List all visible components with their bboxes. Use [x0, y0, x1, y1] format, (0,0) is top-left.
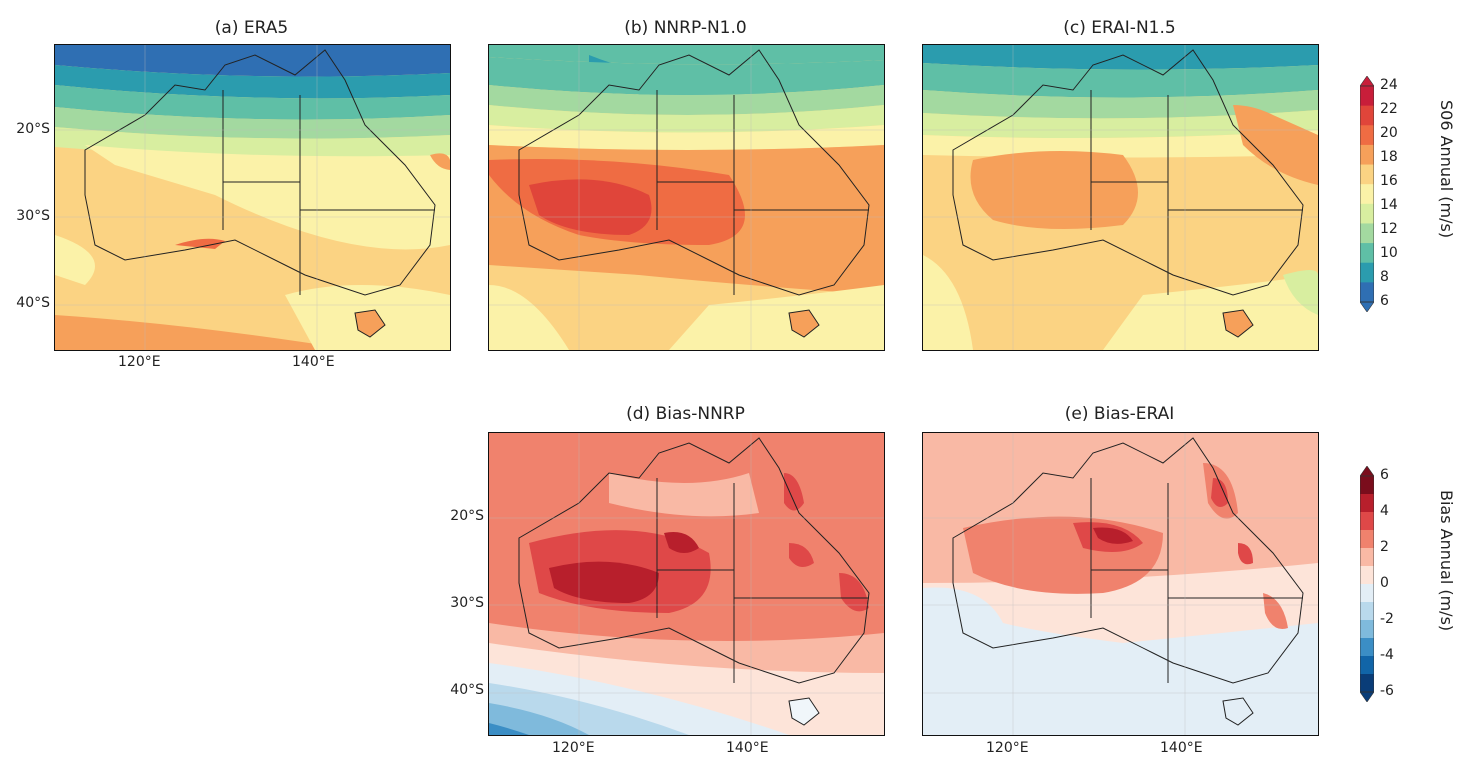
lon-label-120e-a: 120°E — [118, 354, 161, 370]
colorbar-s06-tick-label: 18 — [1380, 149, 1398, 165]
lat-label-30s-d: 30°S — [450, 595, 484, 611]
colorbar-s06-tick-label: 20 — [1380, 125, 1398, 141]
colorbar-s06-tick-label: 22 — [1380, 101, 1398, 117]
colorbar-s06-swatch — [1360, 282, 1374, 303]
lon-label-140e-e: 140°E — [1160, 740, 1203, 756]
colorbar-bias-swatch — [1360, 566, 1374, 585]
colorbar-s06-tick-label: 6 — [1380, 293, 1389, 309]
colorbar-bias-extend-bottom — [1359, 691, 1375, 703]
colorbar-s06-swatch — [1360, 105, 1374, 126]
colorbar-bias-swatch — [1360, 602, 1374, 621]
lat-label-30s-a: 30°S — [16, 208, 50, 224]
colorbar-s06-swatch — [1360, 262, 1374, 283]
colorbar-s06 — [1359, 75, 1375, 313]
panel-b-map — [488, 44, 885, 351]
colorbar-bias-tick-label: 0 — [1380, 575, 1389, 591]
colorbar-bias-extend-top — [1359, 465, 1375, 477]
panel-c-map — [922, 44, 1319, 351]
lat-label-20s-d: 20°S — [450, 508, 484, 524]
panel-e-title: (e) Bias-ERAI — [1064, 404, 1175, 424]
lat-label-40s-d: 40°S — [450, 682, 484, 698]
panel-a-map — [54, 44, 451, 351]
colorbar-bias-swatch — [1360, 530, 1374, 549]
colorbar-s06-swatch — [1360, 125, 1374, 146]
colorbar-s06-tick-label: 8 — [1380, 269, 1389, 285]
colorbar-bias-tick-label: 4 — [1380, 503, 1389, 519]
colorbar-s06-extend-bottom — [1359, 301, 1375, 313]
lon-label-140e-d: 140°E — [726, 740, 769, 756]
panel-a-title: (a) ERA5 — [214, 18, 289, 38]
panel-d-map — [488, 432, 885, 736]
lon-label-120e-e: 120°E — [986, 740, 1029, 756]
colorbar-bias-swatch — [1360, 548, 1374, 567]
panel-d-title: (d) Bias-NNRP — [626, 404, 745, 424]
colorbar-s06-swatch — [1360, 164, 1374, 185]
colorbar-bias-title: Bias Annual (m/s) — [1437, 490, 1456, 632]
colorbar-bias-swatch — [1360, 674, 1374, 693]
colorbar-s06-swatch — [1360, 203, 1374, 224]
colorbar-s06-swatch — [1360, 144, 1374, 166]
colorbar-bias-swatch — [1360, 584, 1374, 603]
colorbar-s06-title: S06 Annual (m/s) — [1437, 100, 1456, 239]
colorbar-s06-swatch — [1360, 243, 1374, 264]
colorbar-bias-swatch — [1360, 638, 1374, 657]
colorbar-bias-tick-label: 2 — [1380, 539, 1389, 555]
colorbar-s06-extend-top — [1359, 75, 1375, 87]
colorbar-s06-tick-label: 10 — [1380, 245, 1398, 261]
colorbar-bias-tick-label: -2 — [1380, 611, 1394, 627]
colorbar-s06-swatch — [1360, 223, 1374, 244]
colorbar-s06-swatch — [1360, 86, 1374, 107]
colorbar-s06-tick-label: 16 — [1380, 173, 1398, 189]
colorbar-bias — [1359, 465, 1375, 703]
colorbar-bias-tick-label: -4 — [1380, 647, 1394, 663]
colorbar-bias-tick-label: -6 — [1380, 683, 1394, 699]
colorbar-bias-tick-label: 6 — [1380, 467, 1389, 483]
lon-label-140e-a: 140°E — [292, 354, 335, 370]
lat-label-40s-a: 40°S — [16, 295, 50, 311]
panel-b-title: (b) NNRP-N1.0 — [624, 18, 747, 38]
colorbar-bias-swatch — [1360, 620, 1374, 639]
colorbar-s06-tick-label: 12 — [1380, 221, 1398, 237]
panel-e-map — [922, 432, 1319, 736]
colorbar-s06-swatch — [1360, 184, 1374, 205]
colorbar-s06-tick-label: 24 — [1380, 77, 1398, 93]
lat-label-20s-a: 20°S — [16, 121, 50, 137]
lon-label-120e-d: 120°E — [552, 740, 595, 756]
colorbar-bias-swatch — [1360, 656, 1374, 675]
panel-c-title: (c) ERAI-N1.5 — [1063, 18, 1176, 38]
colorbar-s06-tick-label: 14 — [1380, 197, 1398, 213]
colorbar-bias-swatch — [1360, 476, 1374, 495]
colorbar-bias-swatch — [1360, 494, 1374, 513]
colorbar-bias-swatch — [1360, 512, 1374, 531]
